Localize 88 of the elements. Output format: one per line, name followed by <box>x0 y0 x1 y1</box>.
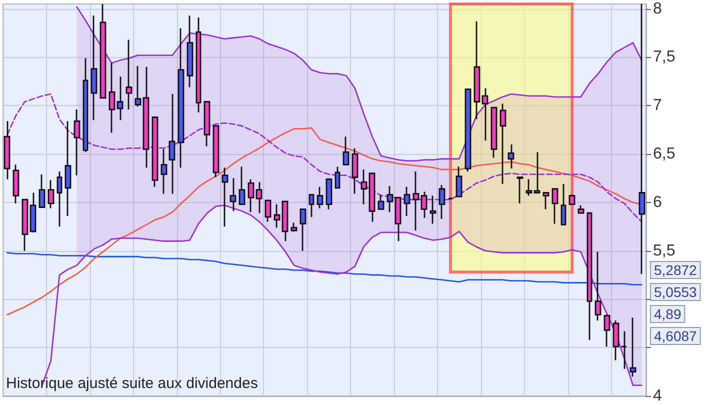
candlestick <box>578 204 584 214</box>
text: 4,6087 <box>654 328 698 344</box>
y-tick-label: 8 <box>653 0 662 18</box>
candlestick <box>22 198 28 252</box>
y-tick-label: 7,5 <box>653 48 676 66</box>
candlestick <box>368 172 376 222</box>
candlestick <box>560 183 566 226</box>
candlestick <box>238 166 246 206</box>
text: 5,0553 <box>654 284 698 300</box>
y-tick-label: 6,5 <box>653 146 676 163</box>
candlestick <box>48 179 54 209</box>
candlestick <box>412 170 420 232</box>
line-series <box>6 93 642 222</box>
candlestick <box>620 330 628 370</box>
candlestick <box>526 178 532 196</box>
candlestick <box>160 148 168 194</box>
candlestick <box>152 116 158 188</box>
candlestick <box>178 28 184 168</box>
candlestick <box>100 3 106 99</box>
candlestick <box>342 136 350 166</box>
candlestick <box>464 88 472 172</box>
candlestick <box>438 184 446 220</box>
y-tick-label: 6 <box>653 194 662 211</box>
candlestick <box>4 120 10 180</box>
annotation: Historique ajusté suite aux dividendes <box>6 375 258 392</box>
candlestick <box>142 66 150 168</box>
candlestick <box>404 186 410 217</box>
candlestick <box>38 174 46 208</box>
candlestick <box>568 194 576 206</box>
candlestick <box>604 314 610 348</box>
candlestick <box>378 194 384 210</box>
candlestick <box>474 20 480 120</box>
line-series <box>76 6 642 162</box>
candlestick <box>290 222 298 232</box>
candlestick <box>500 102 506 185</box>
candlestick <box>82 58 88 153</box>
candlestick <box>56 170 62 228</box>
candlestick <box>74 108 80 176</box>
candlestick <box>394 196 402 242</box>
y-tick-label: 4 <box>653 388 662 404</box>
candlestick <box>300 208 306 252</box>
candlestick <box>282 200 288 242</box>
candlestick <box>256 181 262 214</box>
candlestick <box>168 93 176 194</box>
candlestick <box>456 166 462 198</box>
candlestick <box>490 106 498 159</box>
candlestick <box>430 194 436 224</box>
candlestick <box>630 316 636 378</box>
candlestick <box>326 178 332 210</box>
candlestick <box>448 196 454 200</box>
candlestick <box>64 120 72 217</box>
candlestick <box>542 192 550 210</box>
candlestick <box>186 14 194 88</box>
candlestick <box>230 178 236 212</box>
candlestick <box>248 178 254 213</box>
candlestick <box>264 200 272 222</box>
candlestick <box>12 164 20 204</box>
candlestick <box>196 16 202 114</box>
text: 5,2872 <box>654 262 698 278</box>
candlestick <box>108 62 116 134</box>
candlestick <box>126 39 132 110</box>
candlestick <box>360 168 368 206</box>
text: 4,89 <box>654 306 682 322</box>
candlestick <box>534 151 540 194</box>
y-tick-label: 7 <box>653 97 662 114</box>
candlestick <box>274 204 280 228</box>
candlestick <box>90 14 98 121</box>
candlestick <box>30 192 36 234</box>
candlestick <box>594 251 602 322</box>
candlestick <box>420 191 428 219</box>
candlestick <box>516 176 524 204</box>
candlestick <box>352 148 358 194</box>
candlestick <box>552 188 558 224</box>
candlestick <box>308 194 314 218</box>
candlestick <box>586 211 592 341</box>
candlestick <box>334 166 340 189</box>
line-series <box>6 252 642 286</box>
candlestick <box>222 166 228 228</box>
candlestick <box>386 185 394 213</box>
candlestick <box>204 101 210 147</box>
candlestick <box>612 320 620 361</box>
candlestick <box>116 76 124 121</box>
candlestick <box>134 65 142 108</box>
y-tick-label: 5,5 <box>653 242 676 260</box>
candlestick <box>508 144 514 170</box>
candlestick <box>482 88 488 142</box>
candlestick <box>316 186 324 209</box>
candlestick <box>212 125 220 178</box>
